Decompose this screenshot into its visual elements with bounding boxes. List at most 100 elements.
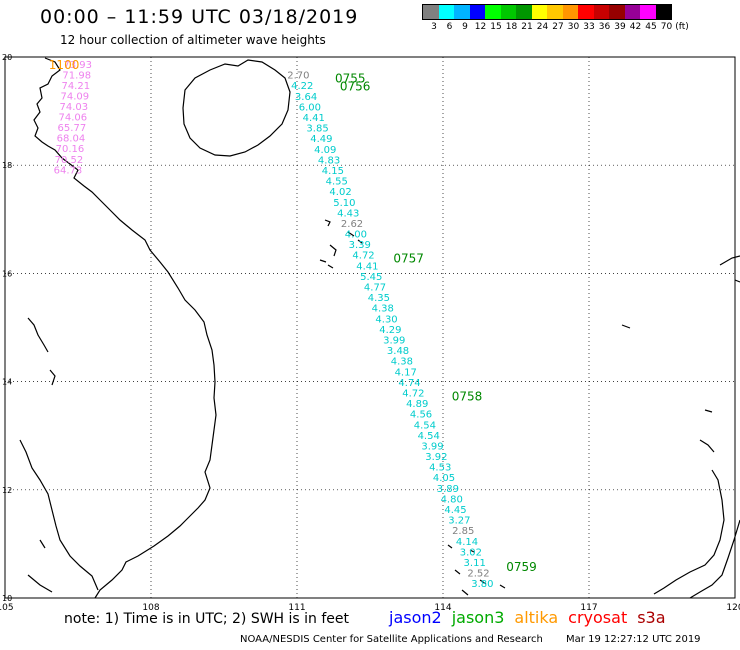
wave-height-value: 65.77: [58, 123, 87, 134]
wave-height-value: 4.77: [364, 283, 386, 294]
legend-swatch: [516, 5, 532, 19]
wave-height-value: 4.74: [398, 378, 420, 389]
pass-time-label: 0759: [506, 560, 537, 574]
lon-tick-label: 114: [434, 603, 451, 613]
wave-height-value: 4.56: [410, 410, 432, 421]
legend-swatch: [438, 5, 454, 19]
wave-height-value: 4.14: [456, 537, 478, 548]
coastline: [19, 57, 740, 599]
legend-bin-label: 9: [462, 22, 468, 32]
color-legend: 3 6 9 12 15 18 21 24 27 30 33 36 39 42 45 70 (ft): [422, 4, 689, 34]
wave-height-value: 4.02: [329, 187, 351, 198]
legend-swatch: [655, 5, 671, 19]
credit-line: NOAA/NESDIS Center for Satellite Applica…: [240, 634, 701, 645]
map-frame: [4, 56, 736, 599]
wave-height-value: 74.21: [61, 81, 90, 92]
wave-height-value: 4.17: [395, 367, 417, 378]
legend-swatch: [423, 5, 439, 19]
wave-height-value: 71.98: [62, 70, 91, 81]
legend-color-bar: [422, 4, 672, 20]
wave-height-value: 74.09: [60, 91, 89, 102]
wave-height-value: 4.41: [356, 261, 378, 272]
legend-bin-label: 33: [583, 22, 595, 32]
satellite-name: s3a: [637, 608, 666, 627]
wave-height-value: 3.48: [387, 346, 409, 357]
wave-height-value: 4.05: [433, 473, 455, 484]
legend-swatch: [531, 5, 547, 19]
hainan-coastline: [182, 59, 291, 157]
wave-height-value: 3.27: [448, 516, 470, 527]
wave-height-value: 4.30: [375, 314, 397, 325]
wave-height-value: 2.62: [341, 219, 363, 230]
wave-height-value: 4.22: [291, 81, 313, 92]
legend-swatch: [578, 5, 594, 19]
wave-height-value: 3.89: [437, 484, 459, 495]
wave-height-value: 2.70: [287, 71, 309, 82]
wave-height-value: 4.89: [406, 399, 428, 410]
wave-height-value: 64.73: [54, 165, 83, 176]
south-china-sea-islets: [447, 544, 506, 596]
legend-bin-label: 21: [521, 22, 533, 32]
wave-height-value: 4.55: [326, 177, 348, 188]
lon-tick-label: 117: [580, 603, 597, 613]
legend-swatch: [454, 5, 470, 19]
wave-height-value: 4.72: [352, 251, 374, 262]
wave-height-value: 4.54: [418, 431, 440, 442]
lat-tick-label: 16: [2, 269, 12, 278]
legend-swatch: [609, 5, 625, 19]
legend-bin-label: 18: [505, 22, 518, 32]
legend-bin-label: 70: [660, 22, 673, 32]
legend-swatch: [500, 5, 516, 19]
wave-height-value: 3.64: [295, 92, 317, 103]
satellite-name: jason3: [451, 608, 505, 627]
legend-labels: 3 6 9 12 15 18 21 24 27 30 33 36 39 42 45 70 (ft): [422, 20, 689, 34]
lon-tick-label: 105: [0, 603, 14, 613]
paracel-islands: [319, 219, 363, 269]
pass-time-label: 0757: [393, 252, 424, 266]
pass-time-label: 1100: [49, 58, 80, 72]
legend-bin-label: 36: [598, 22, 611, 32]
legend-bin-label: 30: [567, 22, 580, 32]
legend-bin-label: 39: [614, 22, 626, 32]
map-subtitle: 12 hour collection of altimeter wave hei…: [60, 33, 326, 47]
lat-tick-label: 12: [2, 486, 12, 495]
wave-height-value: 4.43: [337, 208, 359, 219]
west-islands: [27, 369, 56, 593]
lat-tick-label: 10: [2, 594, 12, 603]
wave-height-value: 4.54: [414, 420, 436, 431]
wave-height-value: 4.45: [444, 505, 466, 516]
legend-bin-label: 42: [629, 22, 642, 32]
wave-height-value: 3.02: [460, 547, 482, 558]
wave-height-value: 3.80: [471, 579, 493, 590]
legend-swatch: [547, 5, 563, 19]
wave-height-value: 4.35: [368, 293, 390, 304]
legend-swatch: [640, 5, 656, 19]
wave-height-value: 4.80: [441, 494, 463, 505]
legend-unit-label: (ft): [675, 22, 689, 32]
pass-time-label: 0755: [335, 71, 366, 85]
satellite-name: cryosat: [568, 608, 628, 627]
lat-tick-label: 18: [2, 161, 12, 170]
wave-height-value: 4.41: [303, 113, 325, 124]
legend-swatch: [624, 5, 640, 19]
credit-text: NOAA/NESDIS Center for Satellite Applica…: [240, 634, 543, 645]
wave-height-value: 4.00: [345, 230, 367, 241]
wave-height-value: 70.52: [55, 155, 84, 166]
wave-height-value: 3.39: [349, 240, 371, 251]
legend-swatch: [469, 5, 485, 19]
pass-time-label: 0758: [452, 390, 483, 404]
satellite-name: altika: [514, 608, 559, 627]
wave-height-value: 4.38: [391, 357, 413, 368]
east-coast: [621, 255, 740, 599]
vietnam-coastline: [33, 57, 217, 599]
wave-height-value: 3.99: [421, 441, 443, 452]
lon-tick-label: 111: [288, 603, 305, 613]
wave-height-value: 4.15: [322, 166, 344, 177]
wave-height-value: 2.85: [452, 526, 474, 537]
legend-swatch: [593, 5, 609, 19]
legend-bin-label: 27: [552, 22, 564, 32]
wave-height-value: 4.53: [429, 463, 451, 474]
lat-lon-grid: 105 108 111 114 117 120 10 12 14 16 18 20: [0, 53, 740, 613]
wave-height-value: 4.83: [318, 155, 340, 166]
